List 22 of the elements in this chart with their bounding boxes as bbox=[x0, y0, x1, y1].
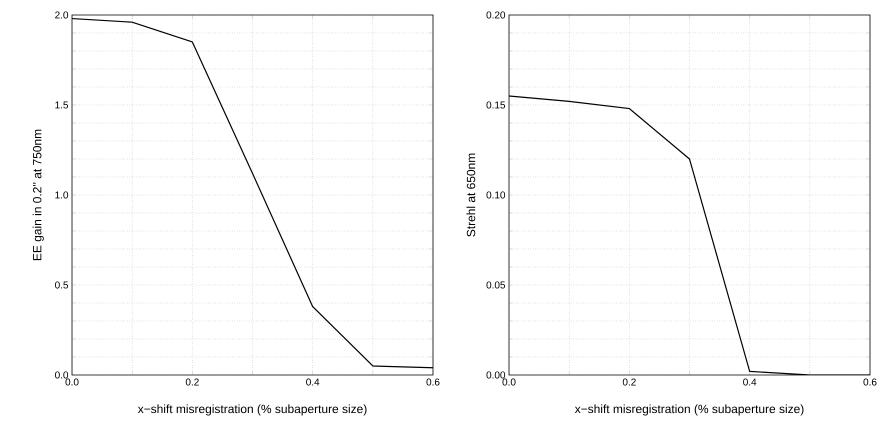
x-tick-label: 0.6 bbox=[426, 378, 440, 386]
x-tick-label: 0.4 bbox=[306, 378, 320, 386]
x-tick-label: 0.4 bbox=[743, 378, 756, 386]
y-tick-label: 1.5 bbox=[55, 102, 68, 108]
y-tick-label: 0.5 bbox=[55, 281, 68, 289]
y-tick-label: 0.10 bbox=[486, 191, 506, 199]
y-tick-label: 0.05 bbox=[486, 281, 506, 289]
y-tick-label: 0.0 bbox=[55, 371, 68, 379]
x-tick-label: 0.2 bbox=[622, 378, 636, 386]
y-tick-label: 0.00 bbox=[486, 371, 506, 379]
x-tick-label: 0.2 bbox=[186, 378, 199, 386]
y-axis-title: EE gain in 0.2'' at 750nm bbox=[32, 130, 44, 260]
x-axis-title: x−shift misregistration (% subaperture size) bbox=[574, 404, 804, 416]
y-tick-label: 1.0 bbox=[55, 191, 68, 199]
y-tick-label: 0.20 bbox=[486, 11, 506, 19]
x-axis-title: x−shift misregistration (% subaperture size) bbox=[138, 404, 367, 416]
y-tick-label: 2.0 bbox=[55, 11, 68, 19]
x-tick-label: 0.0 bbox=[65, 378, 79, 386]
y-axis-title: Strehl at 650nm bbox=[466, 154, 476, 237]
x-tick-label: 0.6 bbox=[863, 378, 876, 386]
x-tick-label: 0.0 bbox=[502, 378, 516, 386]
y-tick-label: 0.15 bbox=[486, 101, 506, 109]
